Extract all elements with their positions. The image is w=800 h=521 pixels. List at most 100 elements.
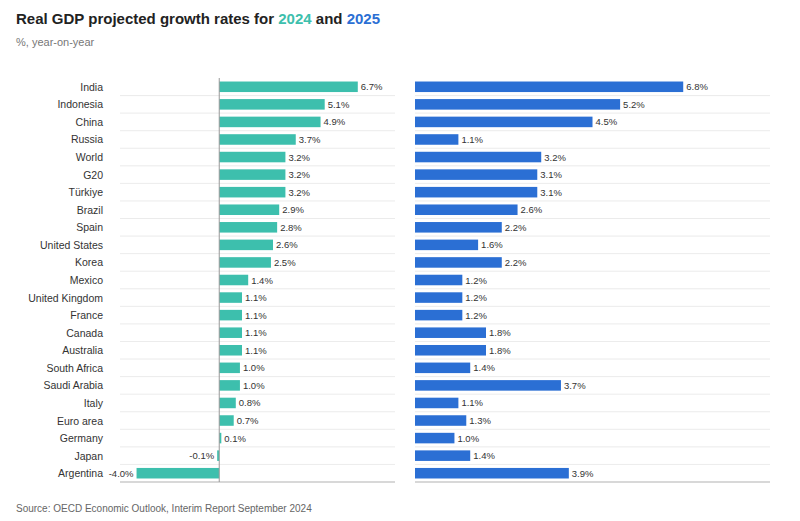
bar [415,152,541,163]
data-label: 0.1% [224,433,246,444]
bar [219,415,233,426]
bar [219,117,320,128]
data-label: 5.1% [328,99,350,110]
data-label: 1.0% [243,362,265,373]
row-separator [120,95,395,96]
title-part: 2024 [278,10,312,27]
row-separator [120,464,395,465]
data-label: 1.0% [457,433,479,444]
bar [219,240,273,251]
zero-line [219,78,220,482]
row-separator [415,236,770,237]
row-separator [415,183,770,184]
bar [415,450,470,461]
data-label: 1.6% [481,239,503,250]
data-label: 0.8% [239,397,261,408]
data-label: 1.1% [245,292,267,303]
data-label: 1.2% [465,310,487,321]
data-label: 6.8% [686,81,708,92]
bar [219,99,324,110]
bar [219,82,358,93]
data-label: 3.7% [564,380,586,391]
row-separator [120,148,395,149]
row-separator [415,288,770,289]
bar [415,117,593,128]
bar [415,187,537,198]
category-label: World [76,151,103,163]
bar [219,222,277,233]
row-separator [120,253,395,254]
bar [415,415,466,426]
bar [415,204,518,215]
bar [415,82,683,93]
row-separator [415,148,770,149]
row-separator [120,446,395,447]
data-label: 1.1% [245,345,267,356]
data-label: 3.1% [540,169,562,180]
data-label: 1.3% [469,415,491,426]
title-part: 2025 [347,10,380,27]
bar [415,398,458,409]
data-label: 3.2% [288,187,310,198]
data-label: 4.9% [324,116,346,127]
data-label: -4.0% [109,468,134,479]
row-separator [415,359,770,360]
row-separator [415,394,770,395]
category-label: Spain [76,221,103,233]
bar [219,275,248,286]
row-separator [415,376,770,377]
bars [415,82,683,479]
category-label: Saudi Arabia [43,379,103,391]
data-label: 3.7% [299,134,321,145]
category-label: Brazil [77,204,103,216]
bar [219,134,296,145]
subtitle: %, year-on-year [16,36,95,48]
title-part: Real GDP projected growth rates for [16,10,278,27]
bar [219,169,285,180]
row-separator [120,165,395,166]
data-label: 4.5% [596,116,618,127]
data-label: 1.1% [245,327,267,338]
data-label: 2.2% [505,257,527,268]
bar [219,204,279,215]
category-label: South Africa [46,362,103,374]
category-label: India [80,81,103,93]
data-label: 2.2% [505,222,527,233]
row-separator [415,113,770,114]
category-label: Germany [60,432,104,444]
x-axis-line [120,482,395,483]
data-label: 3.9% [572,468,594,479]
row-separator [415,253,770,254]
data-label: 0.7% [237,415,259,426]
row-separator [415,446,770,447]
row-separator [120,376,395,377]
row-separator [415,95,770,96]
data-label: 3.2% [544,152,566,163]
bar [219,363,240,374]
category-label: Mexico [70,274,103,286]
category-label: Japan [74,450,103,462]
bar [219,257,271,268]
bar [219,398,236,409]
row-separator [415,482,770,483]
bar [415,433,454,444]
panel: 6.8%5.2%4.5%1.1%3.2%3.1%3.1%2.6%2.2%1.6%… [415,81,770,482]
bar [415,169,537,180]
row-separator [120,130,395,131]
data-label: 2.6% [521,204,543,215]
bars [137,82,358,479]
bar [137,468,220,479]
row-separator [120,200,395,201]
bar [415,292,462,303]
row-separator [120,411,395,412]
category-label: Australia [62,344,103,356]
data-label: -0.1% [189,450,214,461]
bar [415,257,502,268]
chart: Real GDP projected growth rates for 2024… [0,0,800,521]
data-label: 1.0% [243,380,265,391]
category-label: Argentina [58,467,103,479]
row-separator [120,271,395,272]
data-label: 1.1% [245,310,267,321]
bar [415,363,470,374]
row-separator [120,394,395,395]
